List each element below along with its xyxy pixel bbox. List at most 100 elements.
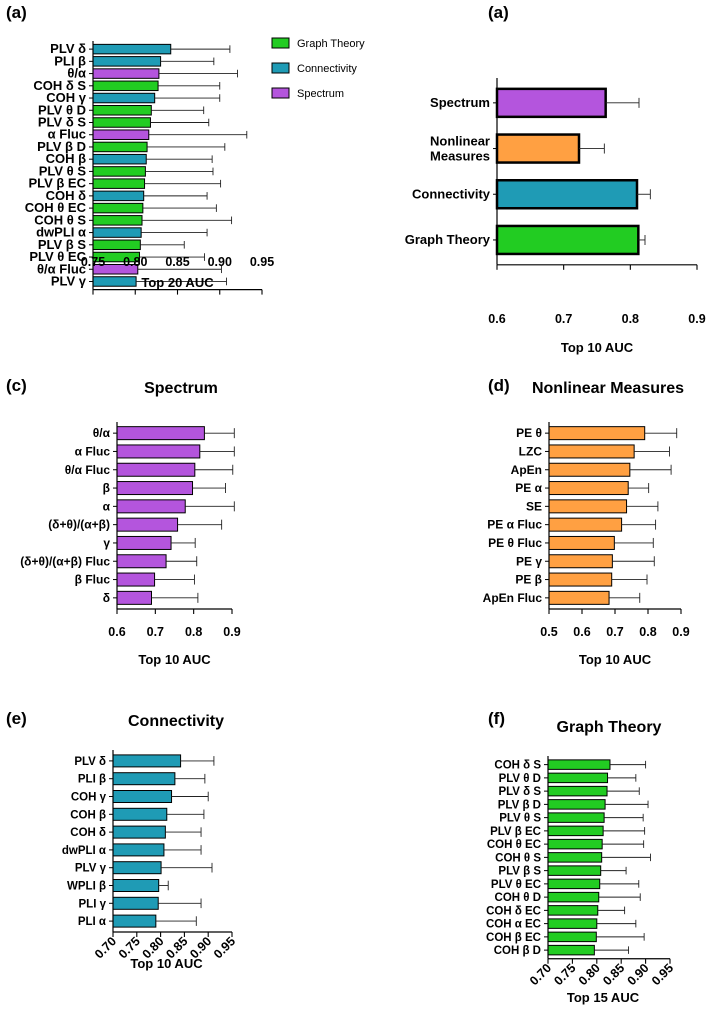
bar	[92, 141, 148, 153]
category-label: PLV θ EC	[29, 249, 86, 264]
legend-swatch	[271, 37, 290, 49]
bar	[92, 105, 152, 116]
category-label: α Fluc	[48, 127, 86, 142]
category-label: β	[103, 481, 110, 495]
bar	[548, 590, 610, 605]
category-label: COH β	[70, 809, 106, 821]
category-label: PLI β	[78, 774, 106, 786]
category-label: PLV β S	[498, 866, 541, 878]
x-tick-label: 0.80	[576, 961, 603, 988]
chart-spectrum: (c) Spectrum θ/α α Fluc θ/α Fluc βα (δ+θ)/(α+β…	[6, 376, 241, 667]
category-label: Spectrum	[430, 95, 490, 110]
chart-title: Connectivity	[128, 713, 224, 730]
category-label: COH γ	[71, 792, 107, 804]
bar	[547, 865, 602, 876]
bar	[547, 918, 598, 929]
category-label: dwPLI α	[36, 225, 86, 240]
category-label: PLV γ	[51, 273, 87, 288]
bar	[92, 239, 141, 251]
category-label: β Fluc	[75, 573, 111, 587]
bar	[112, 807, 168, 821]
bar	[116, 444, 201, 459]
bar	[116, 535, 172, 550]
category-label: PLV β S	[38, 237, 86, 252]
x-axis-title: Top 10 AUC	[138, 652, 211, 667]
category-label: COH θ S	[34, 212, 86, 227]
bar	[547, 759, 611, 770]
panel-label: (e)	[6, 709, 27, 728]
category-label: PE α Fluc	[487, 518, 542, 532]
bar	[92, 178, 146, 189]
bar	[548, 444, 635, 459]
category-label: LZC	[519, 444, 543, 458]
chart-title: Nonlinear Measures	[532, 380, 684, 397]
x-tick-label: 0.6	[108, 625, 125, 639]
category-label: COH δ	[46, 188, 87, 203]
category-label: PLV γ	[75, 863, 107, 875]
x-tick-label: 0.70	[92, 934, 119, 961]
bar	[92, 276, 137, 287]
bar	[547, 852, 603, 863]
category-label: PE α	[515, 481, 542, 495]
category-label: COH δ EC	[486, 905, 541, 917]
x-tick-label: 0.6	[488, 312, 505, 326]
panel-label: (a)	[488, 3, 509, 22]
category-label: PE θ	[516, 426, 542, 440]
bar	[92, 215, 143, 226]
category-label: α	[103, 499, 111, 513]
bar	[547, 891, 600, 903]
bar	[92, 153, 147, 165]
category-label: α Fluc	[75, 444, 111, 458]
category-label: (δ+θ)/(α+β)	[48, 518, 110, 532]
x-tick-label: 0.85	[600, 961, 627, 988]
category-label: PLV δ	[50, 41, 86, 56]
category-label: COH θ EC	[487, 839, 541, 851]
x-axis-title: Top 20 AUC	[141, 275, 214, 290]
category-label: θ/α Fluc	[37, 261, 86, 276]
category-label: γ	[103, 536, 110, 550]
x-tick-label: 0.8	[639, 625, 656, 639]
panel-label: (c)	[6, 376, 27, 395]
category-label: COH β D	[494, 945, 541, 957]
x-tick-label: 0.85	[165, 255, 189, 269]
bar	[92, 43, 172, 55]
bar	[112, 914, 157, 928]
bar	[116, 554, 167, 569]
category-label: SE	[526, 499, 542, 513]
bar	[116, 590, 152, 605]
bar	[548, 481, 629, 496]
category-label: PLV β EC	[28, 176, 86, 191]
category-label: θ/α Fluc	[65, 463, 111, 477]
category-label: PLV θ S	[499, 813, 541, 825]
bar	[495, 133, 581, 164]
x-tick-label: 0.90	[208, 255, 232, 269]
legend-label: Spectrum	[297, 88, 344, 100]
x-tick-label: 0.9	[688, 312, 705, 326]
bar	[112, 825, 166, 839]
category-label: COH δ S	[33, 78, 86, 93]
bar	[92, 80, 159, 92]
x-tick-label: 0.8	[185, 625, 202, 639]
x-tick-label: 0.9	[672, 625, 689, 639]
category-label: PLV θ D	[499, 773, 541, 785]
category-label-line: Nonlinear	[430, 134, 490, 149]
bar	[116, 572, 156, 587]
x-tick-label: 0.75	[551, 961, 578, 988]
bar	[548, 572, 613, 587]
x-tick-label: 0.5	[540, 625, 557, 639]
x-tick-label: 0.70	[527, 961, 554, 988]
category-label: COH β	[46, 151, 87, 166]
legend-swatch	[271, 87, 290, 99]
x-tick-label: 0.7	[606, 625, 623, 639]
category-label: PE β	[515, 573, 542, 587]
x-axis-title: Top 10 AUC	[579, 652, 652, 667]
category-label: PLV β D	[37, 139, 86, 154]
bar	[92, 56, 162, 67]
category-label: PLV δ	[74, 756, 106, 768]
bar	[547, 825, 604, 837]
category-label: PLI β	[54, 53, 86, 68]
x-tick-label: 0.75	[81, 255, 105, 269]
